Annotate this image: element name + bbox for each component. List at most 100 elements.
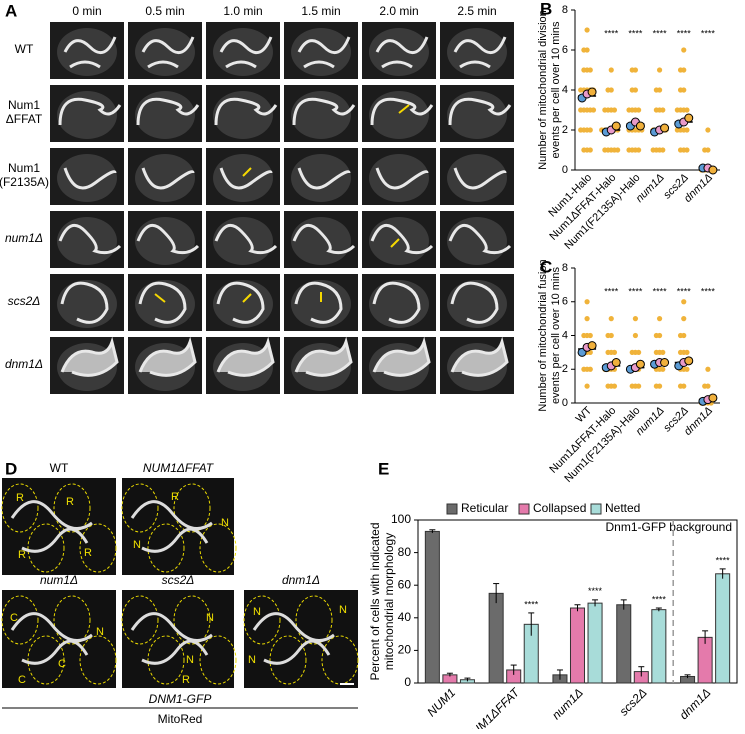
mitochondria bbox=[219, 167, 273, 190]
replicate-mean bbox=[587, 341, 597, 351]
data-point bbox=[629, 349, 635, 355]
bar bbox=[569, 607, 586, 684]
mitochondria bbox=[297, 36, 351, 69]
replicate-mean bbox=[708, 165, 718, 175]
significance: **** bbox=[652, 594, 667, 604]
y-axis-label: mitochondrial morphology bbox=[382, 533, 396, 670]
panel-label: D bbox=[5, 459, 17, 478]
mitochondria bbox=[453, 36, 507, 69]
significance: **** bbox=[653, 28, 668, 38]
mitochondria bbox=[370, 97, 434, 126]
x-tick-label: dnm1Δ bbox=[677, 685, 714, 722]
mitochondria bbox=[252, 612, 335, 665]
time-label: 1.5 min bbox=[301, 4, 340, 18]
data-point bbox=[629, 87, 635, 93]
data-point bbox=[681, 316, 687, 322]
significance: **** bbox=[628, 286, 643, 296]
cell-class-label: N bbox=[339, 604, 347, 616]
significance: **** bbox=[677, 286, 692, 296]
time-label: 2.5 min bbox=[457, 4, 496, 18]
cell-outline bbox=[57, 217, 117, 265]
y-tick-label: 40 bbox=[398, 610, 412, 624]
y-tick-label: 2 bbox=[562, 363, 568, 375]
legend-label: Netted bbox=[605, 501, 640, 515]
bar bbox=[488, 592, 504, 684]
y-axis-label: Percent of cells with indicated bbox=[368, 522, 382, 680]
significance: **** bbox=[701, 28, 716, 38]
y-tick-label: 8 bbox=[562, 262, 568, 274]
significance: **** bbox=[653, 286, 668, 296]
replicate-mean bbox=[635, 121, 645, 131]
cell-outline bbox=[269, 635, 307, 685]
mitochondria bbox=[10, 500, 93, 553]
cell-outline bbox=[1, 483, 39, 533]
mitochondria bbox=[294, 336, 353, 377]
data-point bbox=[636, 349, 642, 355]
mitochondria bbox=[375, 167, 429, 190]
x-tick-label: NUM1 bbox=[424, 685, 458, 719]
cell-class-label: C bbox=[58, 658, 66, 670]
micrograph bbox=[122, 590, 234, 688]
bar bbox=[587, 602, 603, 684]
micrograph bbox=[122, 478, 234, 575]
data-point bbox=[660, 366, 666, 372]
y-tick-label: 6 bbox=[562, 44, 568, 56]
cell-class-label: C bbox=[10, 612, 18, 624]
cell-outline bbox=[27, 635, 65, 685]
bar bbox=[715, 573, 731, 684]
cell-outline bbox=[243, 595, 281, 645]
significance: **** bbox=[588, 586, 603, 596]
data-point bbox=[578, 107, 584, 113]
cell-outline bbox=[369, 217, 429, 265]
legend-swatch bbox=[518, 503, 530, 515]
legend-label: Reticular bbox=[461, 501, 508, 515]
row-label: scs2Δ bbox=[8, 294, 41, 308]
significance: **** bbox=[604, 28, 619, 38]
data-point bbox=[677, 349, 684, 355]
mitochondria bbox=[370, 223, 434, 255]
replicate-mean bbox=[684, 356, 694, 366]
cell-outline bbox=[27, 523, 65, 573]
cell-class-label: N bbox=[186, 654, 194, 666]
cell-outline bbox=[121, 483, 159, 533]
data-point bbox=[677, 147, 684, 153]
time-label: 2.0 min bbox=[379, 4, 418, 18]
data-point bbox=[581, 67, 587, 73]
cell-class-label: R bbox=[16, 492, 24, 504]
data-point bbox=[650, 147, 656, 153]
legend-swatch bbox=[446, 503, 458, 515]
cell-outline bbox=[369, 91, 429, 139]
cell-outline bbox=[291, 154, 351, 202]
significance: **** bbox=[604, 286, 619, 296]
cell-outline bbox=[213, 217, 273, 265]
y-tick-label: 100 bbox=[391, 512, 411, 526]
data-point bbox=[636, 107, 642, 113]
micrograph bbox=[244, 590, 358, 688]
data-point bbox=[587, 366, 593, 372]
legend-label: Collapsed bbox=[533, 501, 586, 515]
panel-label: A bbox=[5, 1, 17, 20]
data-point bbox=[626, 147, 632, 153]
data-point bbox=[602, 107, 608, 113]
image-title: WT bbox=[50, 461, 69, 475]
cell-class-label: C bbox=[18, 674, 26, 686]
cell-outline bbox=[53, 595, 91, 645]
significance: **** bbox=[701, 286, 716, 296]
data-point bbox=[608, 67, 614, 73]
cell-outline bbox=[447, 28, 507, 76]
time-label: 0.5 min bbox=[145, 4, 184, 18]
data-point bbox=[629, 383, 635, 389]
micrograph bbox=[2, 478, 116, 575]
image-title: num1Δ bbox=[40, 573, 78, 587]
cell-outline bbox=[53, 483, 91, 533]
mitochondria bbox=[63, 36, 117, 69]
cell-outline bbox=[291, 28, 351, 76]
data-point bbox=[705, 366, 711, 372]
data-point bbox=[611, 107, 618, 113]
image-title: NUM1ΔFFAT bbox=[143, 461, 215, 475]
arrow bbox=[242, 167, 252, 177]
cell-class-label: N bbox=[221, 517, 229, 529]
data-point bbox=[584, 27, 590, 33]
y-tick-label: 20 bbox=[398, 643, 412, 657]
time-label: 1.0 min bbox=[223, 4, 262, 18]
